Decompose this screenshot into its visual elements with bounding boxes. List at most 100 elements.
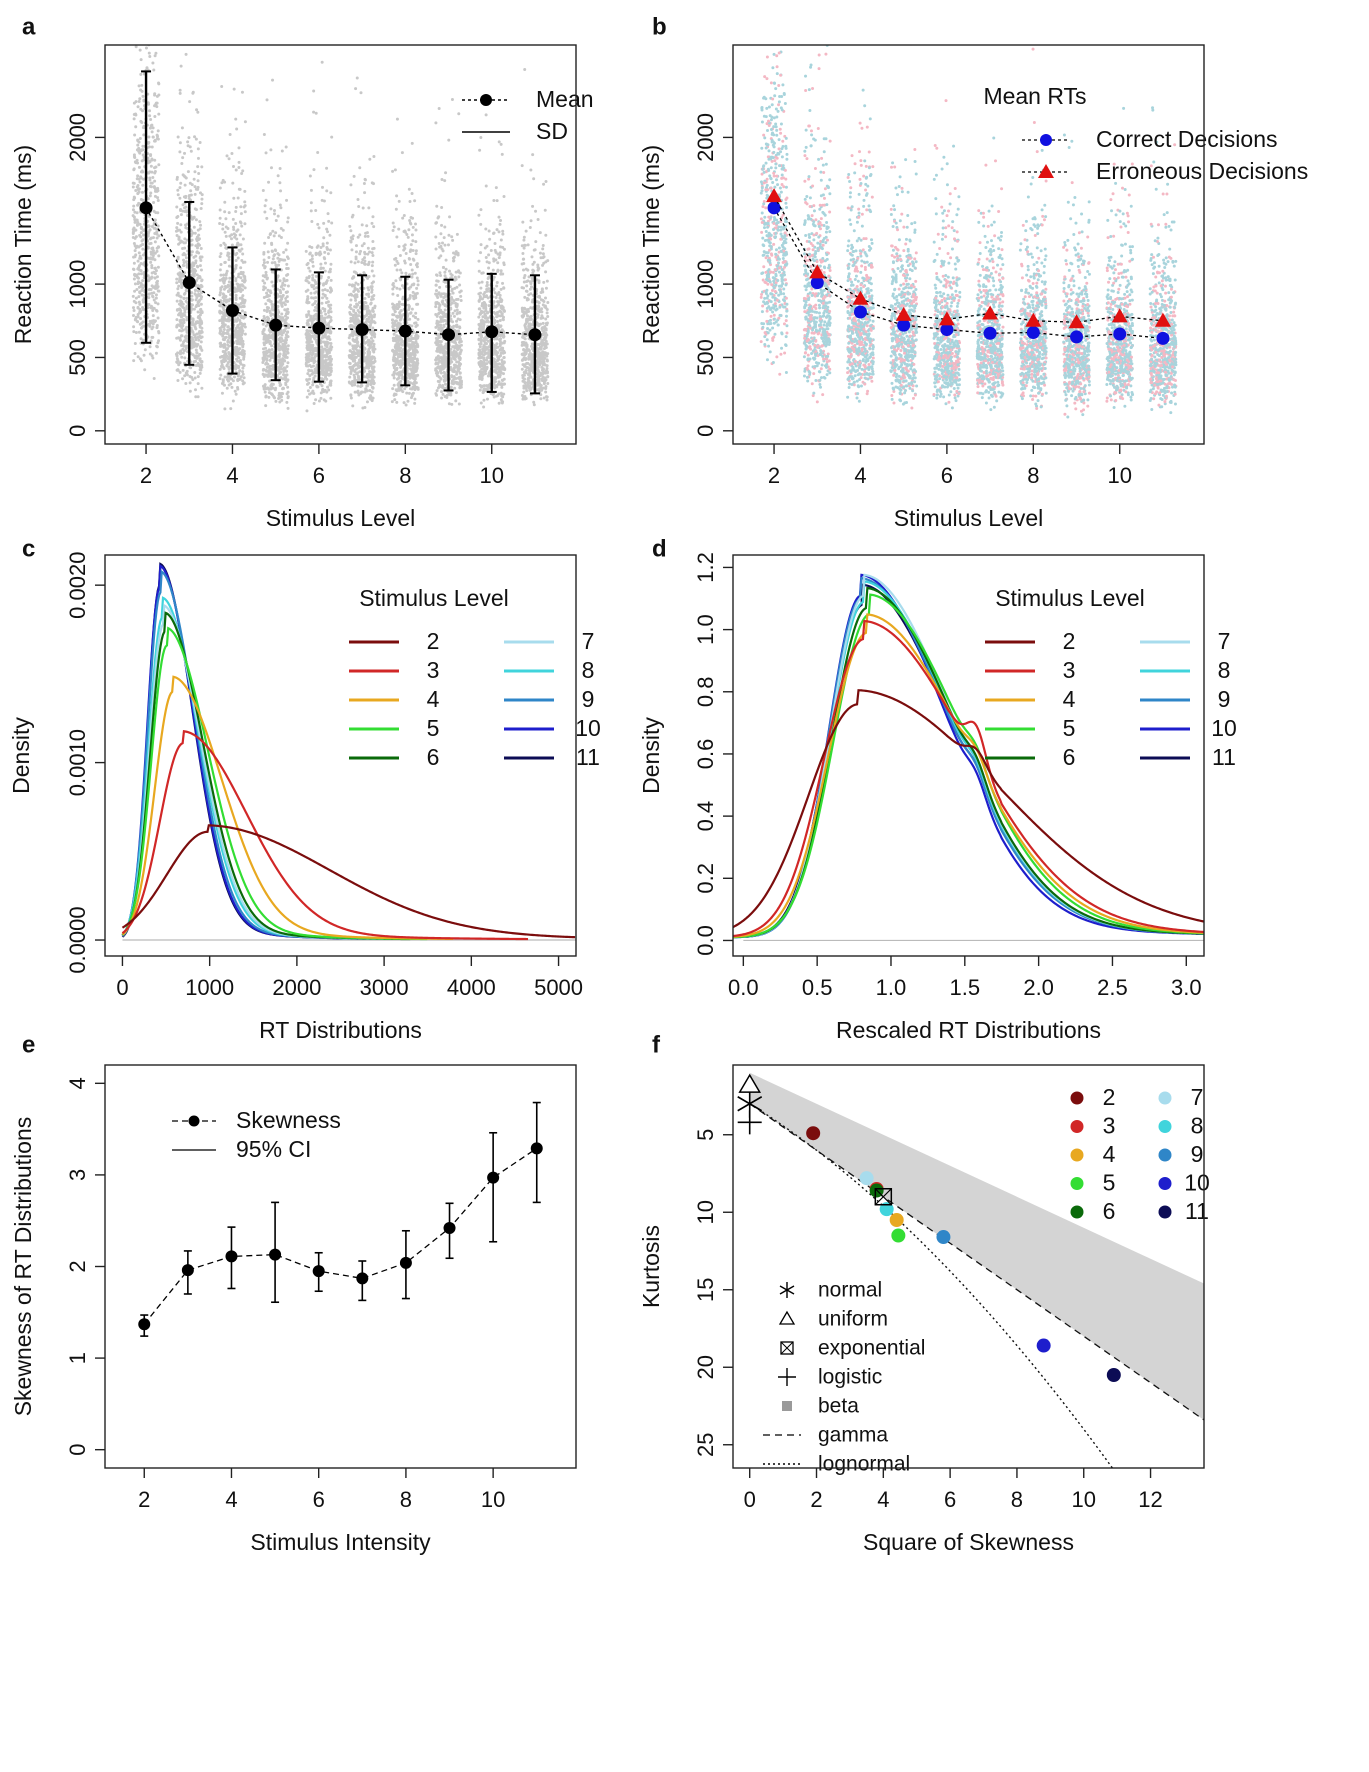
data-point	[365, 364, 369, 368]
data-point	[200, 329, 204, 333]
data-point	[318, 250, 322, 254]
data-point	[150, 247, 154, 251]
data-point	[455, 346, 459, 350]
data-point	[177, 294, 181, 298]
data-point	[265, 277, 269, 281]
data-point	[309, 188, 313, 192]
data-point	[392, 376, 396, 380]
data-point	[147, 288, 151, 292]
data-point	[311, 383, 315, 387]
data-point	[176, 257, 180, 261]
data-point	[455, 312, 459, 316]
data-point	[309, 201, 313, 205]
data-point	[391, 287, 395, 291]
data-point	[184, 226, 188, 230]
data-point	[400, 284, 404, 288]
data-point	[450, 353, 454, 357]
data-point	[238, 359, 242, 363]
data-point	[148, 194, 152, 198]
data-point	[323, 388, 327, 392]
data-point	[395, 389, 399, 393]
data-point	[150, 354, 154, 358]
data-point	[414, 316, 418, 320]
data-point	[400, 350, 404, 354]
data-point	[218, 216, 222, 220]
data-point	[415, 276, 419, 280]
data-point	[232, 227, 236, 231]
data-point	[373, 335, 377, 339]
data-point	[277, 394, 281, 398]
data-point	[222, 367, 226, 371]
data-point	[354, 298, 358, 302]
data-point	[408, 355, 412, 359]
data-point	[140, 239, 144, 243]
data-point	[236, 325, 240, 329]
data-point	[233, 351, 237, 355]
data-point	[274, 219, 278, 223]
data-point	[415, 323, 419, 327]
data-point	[152, 376, 156, 380]
data-point	[353, 352, 357, 356]
data-point	[142, 353, 146, 357]
data-point	[131, 185, 135, 189]
data-point	[328, 286, 332, 290]
data-point	[436, 379, 440, 383]
data-point	[193, 292, 197, 296]
data-point	[314, 353, 318, 357]
data-point	[175, 353, 179, 357]
data-point	[276, 293, 280, 297]
data-point	[283, 308, 287, 312]
data-point	[305, 338, 309, 342]
data-point	[199, 302, 203, 306]
data-point	[314, 335, 318, 339]
data-point	[309, 334, 313, 338]
data-point	[325, 370, 329, 374]
data-point	[239, 205, 243, 209]
data-point	[286, 220, 290, 224]
data-point	[277, 348, 281, 352]
data-point	[196, 361, 200, 365]
data-point	[396, 341, 400, 345]
data-point	[394, 207, 398, 211]
data-point	[196, 110, 200, 114]
data-point	[304, 356, 308, 360]
data-point	[220, 343, 224, 347]
data-point	[319, 262, 323, 266]
data-point	[354, 367, 358, 371]
data-point	[262, 328, 266, 332]
data-point	[329, 383, 333, 387]
data-point	[391, 349, 395, 353]
data-point	[329, 357, 333, 361]
data-point	[226, 325, 230, 329]
data-point	[187, 136, 191, 140]
data-point	[234, 277, 238, 281]
data-point	[308, 374, 312, 378]
data-point	[273, 260, 277, 264]
data-point	[283, 303, 287, 307]
data-point	[285, 369, 289, 373]
data-point	[156, 198, 160, 202]
data-point	[412, 297, 416, 301]
data-point	[199, 223, 203, 227]
data-point	[221, 334, 225, 338]
data-point	[199, 247, 203, 251]
data-point	[189, 234, 193, 238]
data-point	[349, 312, 353, 316]
data-point	[328, 320, 332, 324]
data-point	[363, 252, 367, 256]
data-point	[347, 336, 351, 340]
data-point	[414, 240, 418, 244]
data-point	[228, 293, 232, 297]
data-point	[407, 391, 411, 395]
data-point	[320, 345, 324, 349]
data-point	[222, 299, 226, 303]
data-point	[230, 385, 234, 389]
data-point	[279, 330, 283, 334]
data-point	[349, 292, 353, 296]
data-point	[189, 149, 193, 153]
data-point	[178, 141, 182, 145]
data-point	[321, 347, 325, 351]
data-point	[235, 237, 239, 241]
data-point	[232, 335, 236, 339]
data-point	[315, 245, 319, 249]
